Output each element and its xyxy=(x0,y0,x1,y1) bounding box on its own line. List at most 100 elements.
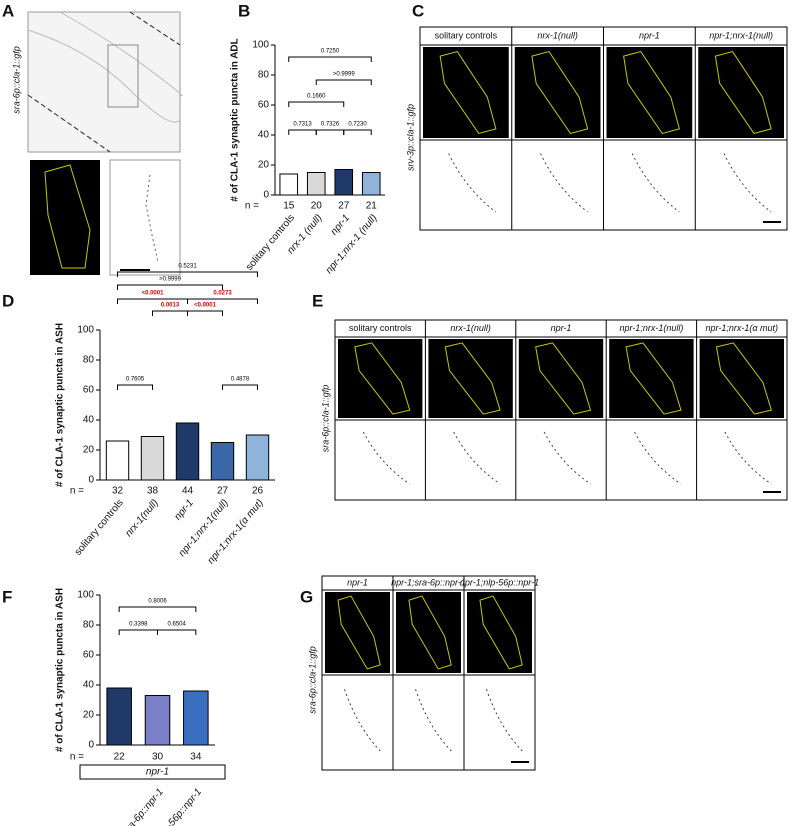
roi xyxy=(354,342,411,415)
y-axis-label: # of CLA-1 synaptic puncta in ADL xyxy=(230,38,241,202)
trace xyxy=(448,153,497,213)
significance-bracket xyxy=(118,606,197,612)
column-header: npr-1;sra-6p::npr-1 xyxy=(391,577,466,587)
p-value: 0.1660 xyxy=(307,94,326,100)
x-tick-label: sra-6p::npr-1 xyxy=(121,787,166,826)
bar xyxy=(306,172,326,196)
column-header: nrx-1(null) xyxy=(537,30,578,40)
significance-bracket xyxy=(288,129,317,135)
trace xyxy=(344,689,381,752)
column-header: npr-1;nrx-1(null) xyxy=(619,323,683,333)
outline xyxy=(27,94,111,153)
y-tick-label: 40 xyxy=(83,680,95,691)
bar xyxy=(140,436,165,481)
p-value: <0.0001 xyxy=(194,303,217,309)
roi xyxy=(408,595,452,670)
y-tick-label: 20 xyxy=(258,160,270,171)
y-tick-label: 100 xyxy=(77,325,94,336)
image xyxy=(467,592,532,673)
genotype-label: sra-6p::cla-1::gfp xyxy=(11,46,21,114)
bar xyxy=(210,442,235,481)
image xyxy=(396,592,461,673)
significance-bracket xyxy=(152,310,188,316)
image xyxy=(109,159,181,276)
image xyxy=(30,160,100,275)
panel-label: G xyxy=(300,587,313,606)
panel-label: E xyxy=(312,291,323,310)
significance-bracket xyxy=(117,384,153,390)
significance-bracket xyxy=(343,129,372,135)
image xyxy=(699,339,784,418)
p-value: 0.7250 xyxy=(321,49,340,55)
p-value: 0.8006 xyxy=(148,599,167,605)
y-tick-label: 0 xyxy=(263,190,269,201)
p-value: 0.4878 xyxy=(231,377,250,383)
y-tick-label: 20 xyxy=(83,445,95,456)
column-header: npr-1 xyxy=(347,577,368,587)
column-header: solitary controls xyxy=(349,323,412,333)
p-value: >0.9999 xyxy=(159,277,182,283)
trace xyxy=(486,689,523,752)
bar xyxy=(183,690,209,746)
p-value: 0.7326 xyxy=(321,122,340,128)
image xyxy=(518,339,604,418)
n-value: 26 xyxy=(252,486,264,497)
roi xyxy=(44,164,91,269)
trace xyxy=(631,153,680,213)
y-tick-label: 0 xyxy=(88,475,94,486)
significance-bracket xyxy=(288,56,372,62)
trace xyxy=(543,431,591,485)
n-label: n = xyxy=(70,486,84,497)
significance-bracket xyxy=(117,271,258,277)
panel-label: A xyxy=(2,1,14,20)
n-value: 20 xyxy=(311,201,323,212)
y-axis-label: # of CLA-1 synaptic puncta in ASH xyxy=(55,323,66,487)
outline xyxy=(59,11,183,97)
n-value: 34 xyxy=(190,752,202,763)
n-value: 30 xyxy=(152,752,164,763)
image xyxy=(609,339,694,418)
trace xyxy=(634,431,682,485)
grid-frame xyxy=(334,319,788,501)
y-tick-label: 100 xyxy=(77,590,94,601)
p-value: 0.3398 xyxy=(129,622,148,628)
roi xyxy=(479,595,523,670)
roi xyxy=(714,50,772,135)
image xyxy=(698,47,784,138)
inset-box xyxy=(107,44,139,108)
y-tick-label: 60 xyxy=(83,650,95,661)
y-tick-label: 80 xyxy=(258,70,270,81)
significance-bracket xyxy=(157,629,197,635)
bar xyxy=(279,173,299,196)
outline xyxy=(27,29,181,123)
trace xyxy=(415,689,452,752)
roi xyxy=(531,50,589,135)
column-header: nrx-1(null) xyxy=(450,323,491,333)
column-header: npr-1 xyxy=(639,30,660,40)
n-value: 21 xyxy=(366,201,378,212)
roi xyxy=(337,595,381,670)
trace xyxy=(145,174,159,263)
roi xyxy=(444,342,501,415)
image xyxy=(325,592,390,673)
group-box xyxy=(79,764,226,780)
bar xyxy=(106,687,132,746)
n-value: 22 xyxy=(114,752,126,763)
panel-label: F xyxy=(2,587,12,606)
column-header: npr-1;nlp-56p::npr-1 xyxy=(460,577,539,587)
roi xyxy=(715,342,772,415)
bar xyxy=(245,434,270,481)
p-value: 0.7605 xyxy=(126,377,145,383)
column-header: solitary controls xyxy=(435,30,498,40)
outline xyxy=(129,11,181,46)
panel-label: C xyxy=(412,1,424,20)
significance-bracket xyxy=(315,129,345,135)
n-value: 15 xyxy=(283,201,295,212)
roi xyxy=(439,50,497,135)
bar xyxy=(144,695,171,746)
column-header: npr-1;nrx-1(α mut) xyxy=(706,323,778,333)
y-tick-label: 60 xyxy=(83,385,95,396)
significance-bracket xyxy=(315,79,372,85)
bar xyxy=(175,422,200,481)
significance-bracket xyxy=(117,284,223,290)
